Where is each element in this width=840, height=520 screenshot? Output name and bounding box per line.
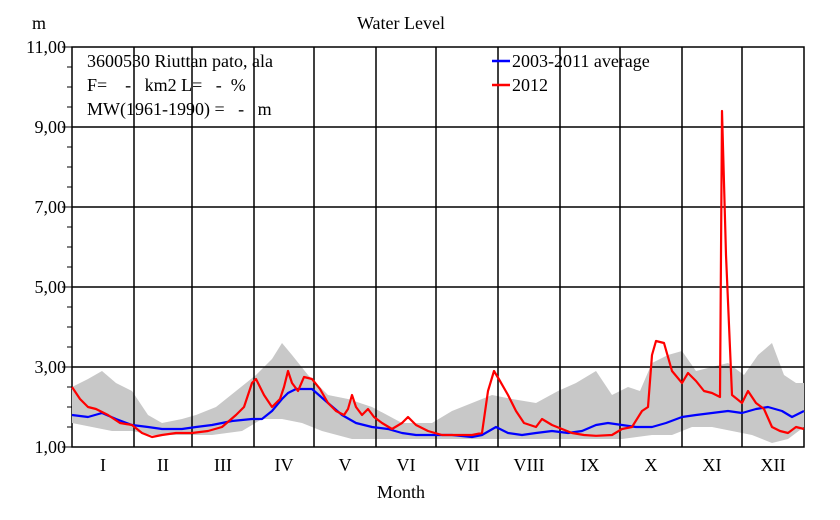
y-tick-label: 5,00 [35,277,67,297]
x-axis-label: Month [377,482,425,502]
x-month-label: VII [455,455,480,475]
x-month-label: V [339,455,352,475]
legend-label-average: 2003-2011 average [512,51,650,71]
x-month-label: IV [275,455,294,475]
chart-title: Water Level [357,13,445,33]
info-line-2: F= - km2 L= - % [87,75,246,95]
series-line-2012 [71,109,805,439]
y-tick-label: 3,00 [35,357,67,377]
y-tick-label: 9,00 [35,117,67,137]
legend-label-2012: 2012 [512,75,548,95]
y-tick-label: 7,00 [35,197,67,217]
x-month-label: VI [397,455,416,475]
x-month-label: VIII [514,455,545,475]
x-axis-months: I II III IV V VI VII VIII IX X XI XII [100,455,786,475]
y-axis-unit: m [32,13,46,33]
x-month-label: III [214,455,232,475]
y-tick-label: 11,00 [26,37,66,57]
x-month-label: I [100,455,106,475]
legend: 2003-2011 average 2012 [492,51,650,95]
info-line-1: 3600530 Riuttan pato, ala [87,51,273,71]
x-month-label: XII [761,455,786,475]
y-axis-ticks: 1,00 3,00 5,00 7,00 9,00 11,00 [26,37,72,457]
x-month-label: X [645,455,658,475]
x-month-label: XI [703,455,722,475]
x-month-label: II [157,455,169,475]
x-month-label: IX [581,455,600,475]
info-line-3: MW(1961-1990) = - m [87,99,272,120]
y-tick-label: 1,00 [35,437,67,457]
